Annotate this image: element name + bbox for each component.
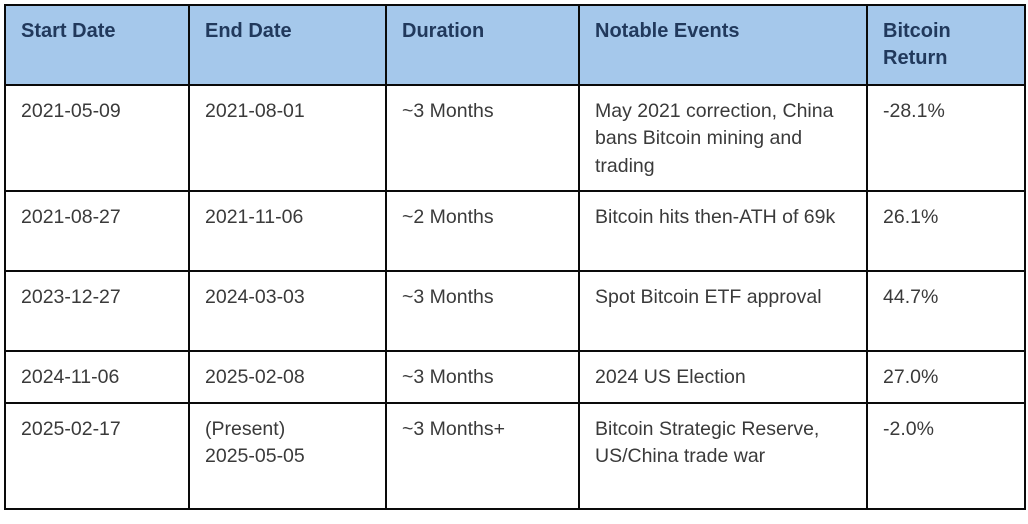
table-body: 2021-05-09 2021-08-01 ~3 Months May 2021 co… [4, 84, 1026, 510]
cell-notable-events: 2024 US Election [578, 350, 868, 404]
cell-notable-events: Bitcoin hits then-ATH of 69k [578, 190, 868, 272]
cell-bitcoin-return: 26.1% [866, 190, 1026, 272]
table-header: Start Date End Date Duration Notable Eve… [4, 4, 1026, 86]
cell-duration: ~3 Months [385, 84, 580, 192]
cell-bitcoin-return: 44.7% [866, 270, 1026, 352]
cell-start-date: 2023-12-27 [4, 270, 190, 352]
cell-duration: ~3 Months+ [385, 402, 580, 510]
cell-start-date: 2024-11-06 [4, 350, 190, 404]
cell-bitcoin-return: -28.1% [866, 84, 1026, 192]
cell-start-date: 2021-08-27 [4, 190, 190, 272]
cell-end-date: 2024-03-03 [188, 270, 387, 352]
cell-end-date: 2025-02-08 [188, 350, 387, 404]
cell-notable-events: Spot Bitcoin ETF approval [578, 270, 868, 352]
header-duration: Duration [385, 4, 580, 86]
header-bitcoin-return: Bitcoin Return [866, 4, 1026, 86]
table-row: 2023-12-27 2024-03-03 ~3 Months Spot Bitcoi… [4, 270, 1026, 352]
cell-duration: ~2 Months [385, 190, 580, 272]
header-end-date: End Date [188, 4, 387, 86]
cell-end-date: 2021-08-01 [188, 84, 387, 192]
cell-notable-events: Bitcoin Strategic Reserve, US/China trad… [578, 402, 868, 510]
header-start-date: Start Date [4, 4, 190, 86]
table-row: 2021-05-09 2021-08-01 ~3 Months May 2021 co… [4, 84, 1026, 192]
cell-duration: ~3 Months [385, 270, 580, 352]
header-row: Start Date End Date Duration Notable Eve… [4, 4, 1026, 86]
cell-end-date: 2021-11-06 [188, 190, 387, 272]
cell-end-date: (Present) 2025-05-05 [188, 402, 387, 510]
header-notable-events: Notable Events [578, 4, 868, 86]
cell-start-date: 2025-02-17 [4, 402, 190, 510]
table-row: 2021-08-27 2021-11-06 ~2 Months Bitcoin hit… [4, 190, 1026, 272]
cell-bitcoin-return: -2.0% [866, 402, 1026, 510]
cell-duration: ~3 Months [385, 350, 580, 404]
table-row: 2025-02-17 (Present) 2025-05-05 ~3 Months+… [4, 402, 1026, 510]
cell-notable-events: May 2021 correction, China bans Bitcoin … [578, 84, 868, 192]
bitcoin-correction-table: Start Date End Date Duration Notable Eve… [4, 4, 1026, 510]
cell-bitcoin-return: 27.0% [866, 350, 1026, 404]
table-row: 2024-11-06 2025-02-08 ~3 Months 2024 US Ele… [4, 350, 1026, 404]
cell-start-date: 2021-05-09 [4, 84, 190, 192]
